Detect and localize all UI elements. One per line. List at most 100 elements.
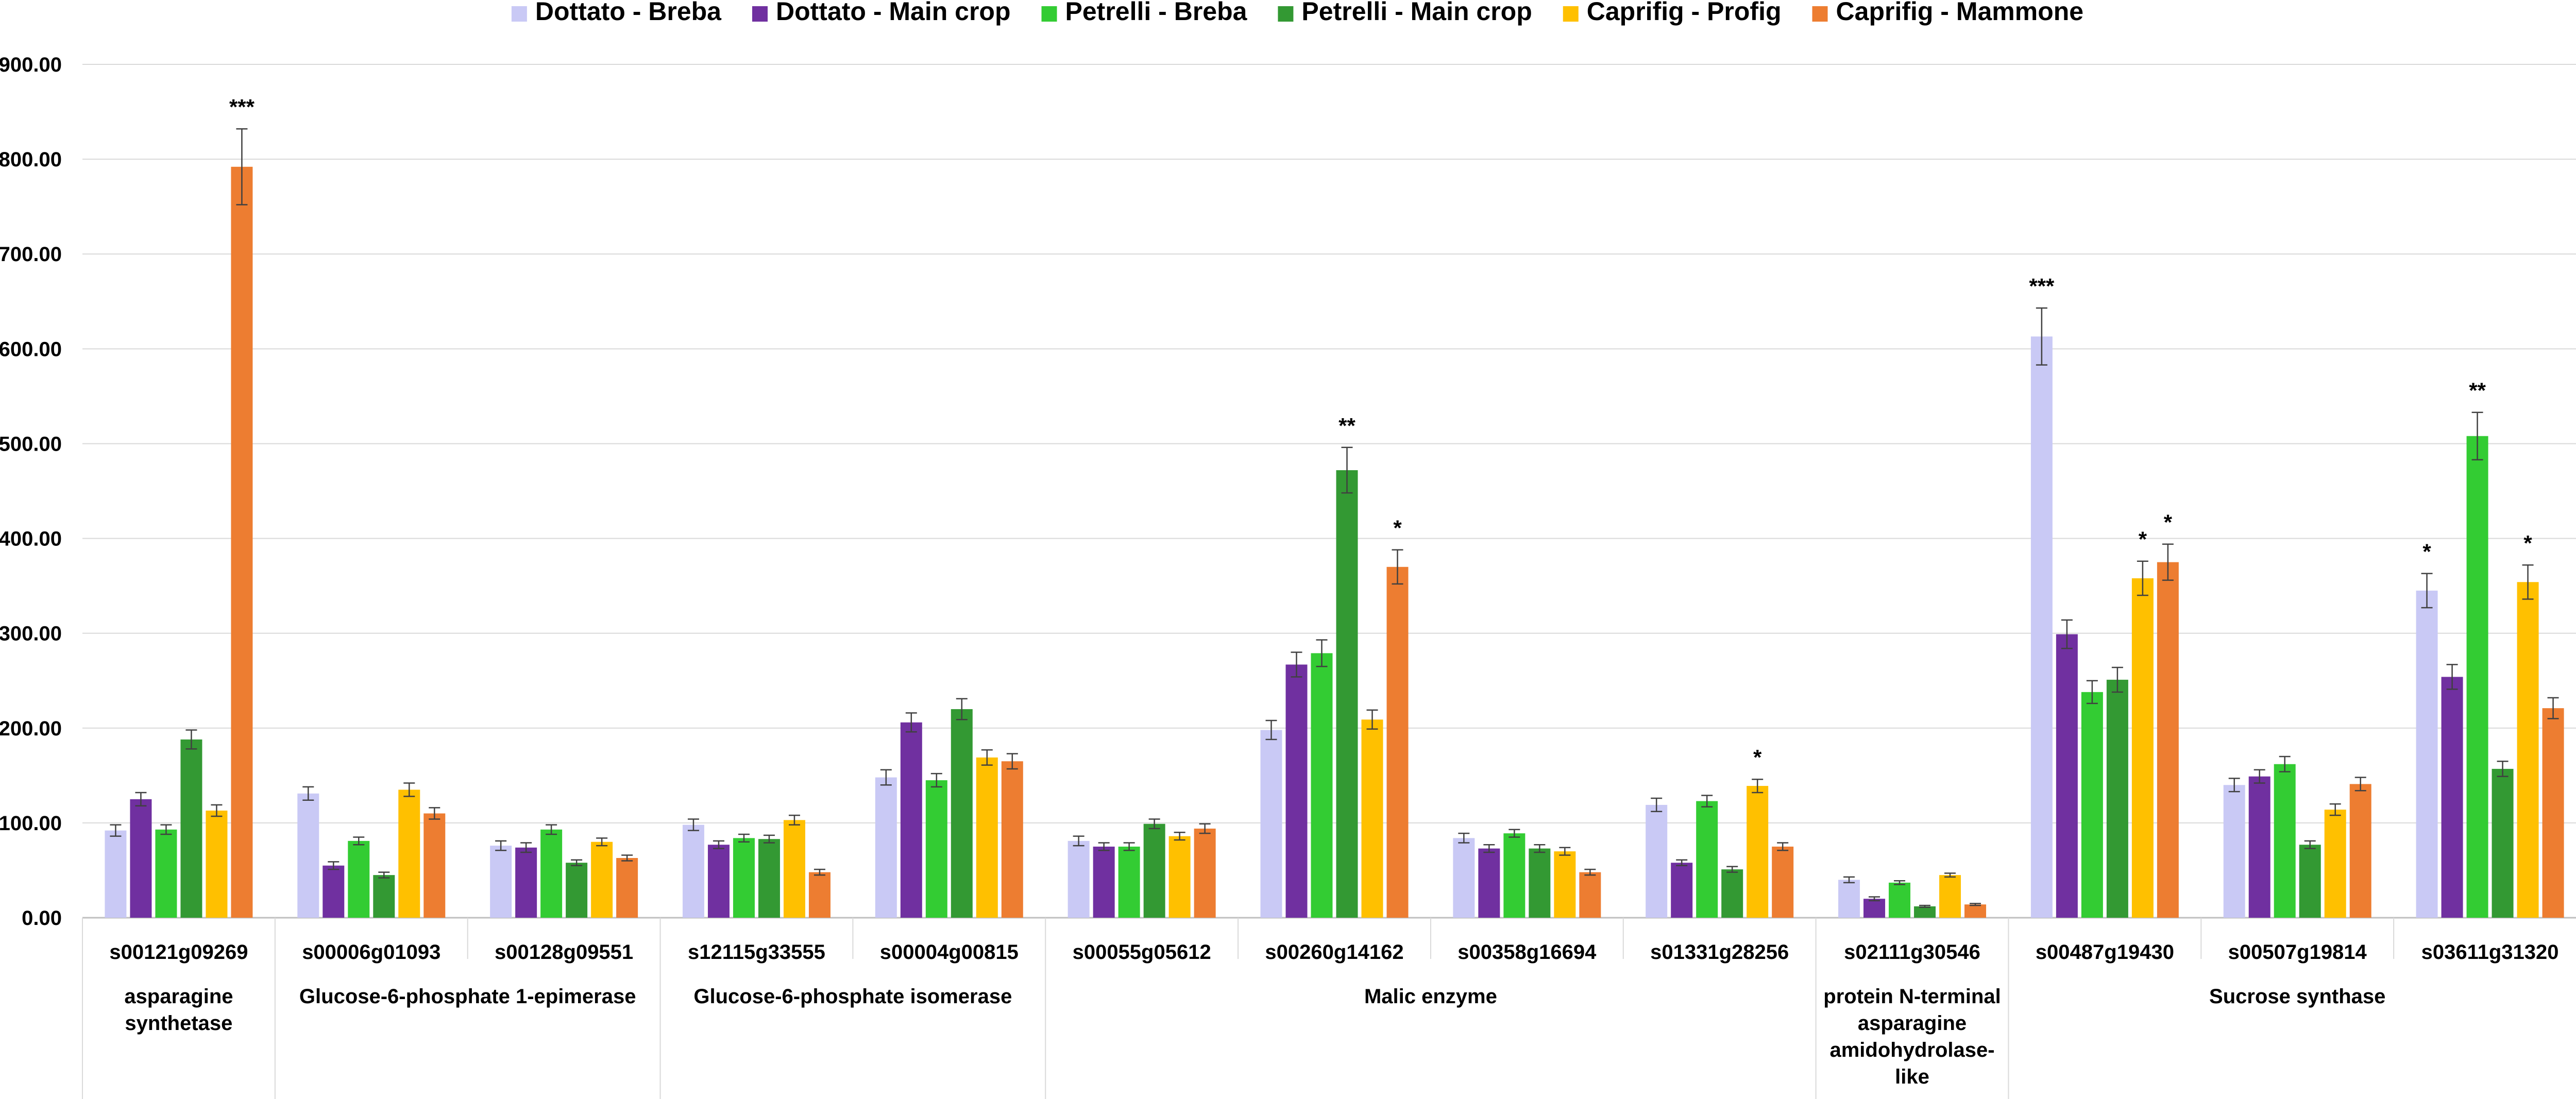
bar [2466, 436, 2488, 918]
bar [1747, 786, 1769, 918]
significance-mark: * [2139, 527, 2147, 552]
bar [2299, 845, 2321, 918]
bar [1529, 848, 1551, 918]
bar [1939, 875, 1961, 918]
significance-mark: * [2523, 531, 2532, 555]
legend-label: Caprifig - Profig [1587, 0, 1782, 26]
legend-item: Dottato - Main crop [752, 0, 1011, 26]
bar [1260, 730, 1282, 918]
bar [490, 846, 512, 918]
bar [2157, 562, 2179, 918]
legend-swatch [1278, 6, 1294, 22]
significance-mark: ** [2469, 379, 2486, 403]
legend-swatch [1563, 6, 1579, 22]
x-tick-label: s00487g19430 [2036, 941, 2174, 964]
bar [1671, 863, 1693, 918]
bar [1093, 846, 1115, 918]
legend: Dottato - Breba Dottato - Main crop Petrel… [511, 0, 2084, 26]
y-tick-label: 700.00 [0, 243, 62, 266]
bar [808, 872, 831, 918]
bar [2081, 692, 2103, 918]
legend-swatch [752, 6, 768, 22]
x-group-label: asparagine synthetase [124, 985, 233, 1035]
bar [2542, 708, 2564, 918]
bar [231, 166, 253, 918]
x-tick-label: s00507g19814 [2228, 941, 2367, 964]
bar [875, 777, 897, 918]
bar [1838, 880, 1860, 918]
bars [105, 166, 2564, 918]
x-tick-label: s00121g09269 [109, 941, 248, 964]
bar [1914, 906, 1936, 918]
bar [297, 793, 319, 918]
bar [2416, 590, 2438, 918]
y-tick-label: 200.00 [0, 717, 62, 740]
bar [1863, 899, 1886, 918]
bar [2324, 810, 2346, 918]
bar [1361, 719, 1383, 918]
y-tick-label: 100.00 [0, 812, 62, 835]
bar [373, 875, 395, 918]
bar [2030, 336, 2053, 918]
x-group-label: Malic enzyme [1364, 985, 1497, 1008]
y-tick-label: 0.00 [22, 907, 62, 930]
x-tick-label: s00128g09551 [495, 941, 633, 964]
bar [348, 840, 370, 918]
x-group-label: protein N-terminal asparagine amidohydrola… [1823, 985, 2001, 1088]
legend-item: Petrelli - Main crop [1278, 0, 1532, 26]
bar [155, 829, 177, 918]
legend-label: Caprifig - Mammone [1836, 0, 2084, 26]
bar [180, 739, 202, 918]
y-tick-label: 500.00 [0, 433, 62, 455]
bar [1478, 848, 1500, 918]
bar [1285, 664, 1308, 918]
significance-mark: * [2164, 510, 2173, 535]
bar [323, 865, 345, 918]
bar [2441, 677, 2463, 918]
bar [900, 722, 922, 918]
bar [925, 780, 947, 918]
legend-swatch [511, 6, 527, 22]
bar [1889, 882, 1911, 918]
significance-mark: *** [229, 95, 255, 119]
bar [1118, 846, 1140, 918]
legend-label: Dottato - Main crop [776, 0, 1011, 26]
legend-swatch [1041, 6, 1057, 22]
bar [2056, 634, 2078, 918]
y-tick-label: 400.00 [0, 528, 62, 551]
bar [515, 847, 537, 918]
y-tick-label: 300.00 [0, 623, 62, 645]
x-axis: s00121g09269 s00006g01093 s00128g09551 s121… [82, 918, 2559, 1099]
bar [2349, 784, 2371, 918]
y-tick-label: 800.00 [0, 148, 62, 171]
bar [976, 757, 998, 918]
x-tick-label: s03611g31320 [2421, 941, 2559, 964]
bar [682, 825, 704, 918]
significance-mark: * [1753, 745, 1762, 769]
bar [1772, 846, 1794, 918]
bar [105, 830, 127, 918]
gridlines [82, 64, 2576, 919]
legend-item: Dottato - Breba [511, 0, 722, 26]
bar [758, 839, 780, 918]
significance-marks: ********** ***** * [229, 95, 2532, 769]
bar [1964, 904, 1987, 918]
bar [1001, 761, 1023, 918]
y-tick-label: 900.00 [0, 54, 62, 76]
bar [2492, 768, 2514, 918]
bar [616, 858, 638, 918]
bar [1067, 840, 1090, 918]
bar [2106, 679, 2128, 918]
x-tick-label: s00055g05612 [1073, 941, 1211, 964]
significance-mark: ** [1338, 414, 1355, 438]
bar [2517, 582, 2539, 918]
x-tick-label: s00358g16694 [1458, 941, 1597, 964]
legend-item: Petrelli - Breba [1041, 0, 1248, 26]
significance-mark: * [2422, 540, 2431, 564]
bar [2223, 785, 2245, 918]
legend-label: Petrelli - Main crop [1301, 0, 1532, 26]
bar [783, 820, 805, 918]
bar [591, 842, 613, 918]
legend-item: Caprifig - Mammone [1812, 0, 2084, 26]
